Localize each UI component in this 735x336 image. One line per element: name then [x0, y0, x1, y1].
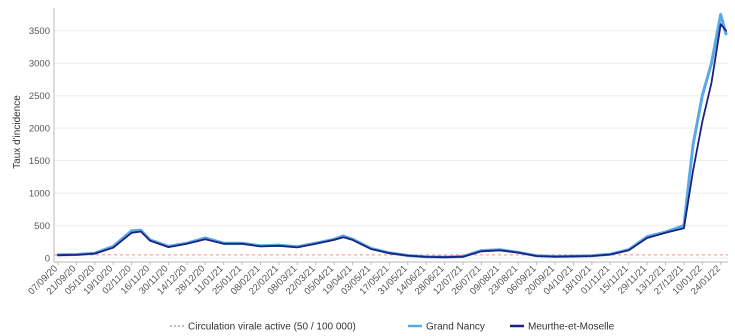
legend: Circulation virale active (50 / 100 000)…	[170, 322, 615, 333]
y-tick-label: 500	[34, 221, 50, 232]
y-tick-label: 2500	[29, 91, 50, 102]
x-tick-labels: 07/09/2021/09/2005/10/2019/10/2002/11/20…	[26, 262, 723, 297]
legend-threshold-label: Circulation virale active (50 / 100 000)	[188, 322, 356, 333]
legend-grand-nancy-label: Grand Nancy	[426, 322, 485, 333]
y-tick-label: 1500	[29, 156, 50, 167]
meurthe-et-moselle-line	[57, 23, 727, 259]
legend-meurthe-et-moselle-label: Meurthe-et-Moselle	[528, 322, 615, 333]
grid-lines	[54, 30, 728, 259]
y-tick-label: 0	[45, 254, 50, 265]
y-tick-label: 1000	[29, 189, 50, 200]
y-axis-title: Taux d'incidence	[12, 95, 23, 169]
series-group	[56, 13, 728, 259]
y-tick-labels: 0 500 1000 1500 2000 2500 3000 3500	[29, 26, 50, 264]
y-tick-label: 2000	[29, 124, 50, 135]
axes	[53, 8, 728, 263]
grand-nancy-line	[56, 13, 728, 259]
y-tick-label: 3000	[29, 59, 50, 70]
y-tick-label: 3500	[29, 26, 50, 37]
